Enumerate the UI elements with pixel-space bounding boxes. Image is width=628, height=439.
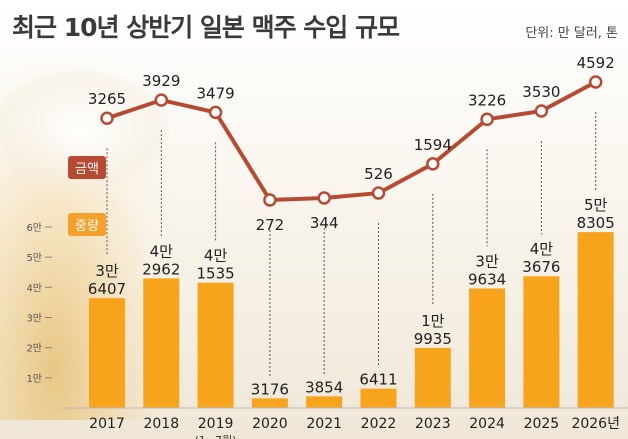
amount-label: 3226 — [468, 91, 506, 109]
bar-label-bottom: 2962 — [142, 260, 180, 278]
y-tick-label: 3만 — [26, 313, 42, 325]
amount-label: 272 — [256, 216, 285, 234]
unit-label: 단위: 만 달러, 톤 — [525, 26, 618, 41]
amount-point — [426, 157, 440, 171]
bar — [360, 388, 397, 408]
bar — [523, 276, 560, 408]
bar-label-top: 5만 — [584, 196, 608, 214]
amount-point — [588, 75, 603, 89]
bar-label-bottom: 3176 — [251, 380, 289, 398]
bar-label-bottom: 9935 — [414, 330, 452, 348]
bar-label-bottom: 8305 — [577, 214, 615, 232]
bar-label-bottom: 3854 — [305, 378, 343, 396]
x-tick-label: 2017 — [89, 416, 125, 432]
bar — [469, 288, 506, 408]
amount-label: 3479 — [197, 84, 235, 102]
bar-label-top: 1만 — [421, 312, 445, 330]
x-tick-label: 2021 — [306, 416, 342, 432]
x-tick-label: 2025 — [524, 416, 560, 432]
amount-label: 344 — [310, 214, 339, 232]
bar — [577, 232, 614, 408]
x-tick-label: 2020 — [252, 416, 288, 432]
bar — [197, 282, 234, 408]
amount-point — [100, 111, 114, 125]
amount-label: 3265 — [88, 90, 126, 108]
bar — [306, 396, 343, 408]
x-tick-label: 2022 — [361, 416, 397, 432]
chart-title: 최근 10년 상반기 일본 맥주 수입 규모 — [12, 13, 400, 42]
bar-label-bottom: 6407 — [88, 280, 126, 298]
category-note: (1~7월) — [195, 434, 237, 439]
legend-amount-tag: 금액 — [68, 156, 106, 179]
bar-label-top: 4만 — [150, 242, 174, 260]
bar-label-top: 4만 — [204, 247, 228, 265]
bar — [89, 298, 125, 408]
x-tick-label: 2026년 — [571, 416, 620, 432]
amount-label: 526 — [364, 165, 393, 183]
x-tick-label: 2024 — [469, 416, 505, 432]
amount-label: 3530 — [522, 83, 560, 101]
y-tick-label: 4만 — [26, 282, 42, 294]
amount-line — [106, 80, 597, 202]
amount-point — [371, 186, 386, 200]
bar-label-top: 3만 — [475, 252, 499, 270]
y-tick-label: 6만 — [26, 222, 42, 234]
y-tick-label: 5만 — [26, 252, 42, 264]
bar-label-bottom: 3676 — [522, 258, 560, 276]
bar — [143, 278, 180, 408]
bar-label-bottom: 1535 — [197, 265, 235, 283]
x-tick-label: 2023 — [415, 416, 451, 432]
y-tick-label: 1만 — [26, 373, 42, 385]
x-tick-label: 2018 — [143, 416, 179, 432]
amount-point — [263, 193, 277, 207]
amount-point — [480, 112, 494, 127]
x-tick-label: 2019 — [198, 416, 234, 432]
amount-point — [154, 93, 169, 107]
amount-point — [208, 105, 223, 120]
amount-point — [534, 104, 549, 118]
y-tick-label: 2만 — [26, 343, 42, 355]
bar-label-top: 4만 — [530, 240, 554, 258]
bar-label-top: 3만 — [95, 262, 119, 280]
legend-volume-tag: 중량 — [68, 213, 106, 236]
bar — [251, 398, 288, 408]
bar-label-bottom: 9634 — [468, 270, 506, 288]
amount-label: 3929 — [142, 72, 180, 90]
bar — [414, 347, 451, 408]
amount-point — [317, 191, 331, 205]
amount-label: 1594 — [414, 136, 452, 154]
amount-label: 4592 — [577, 54, 615, 72]
bar-label-bottom: 6411 — [359, 371, 397, 389]
